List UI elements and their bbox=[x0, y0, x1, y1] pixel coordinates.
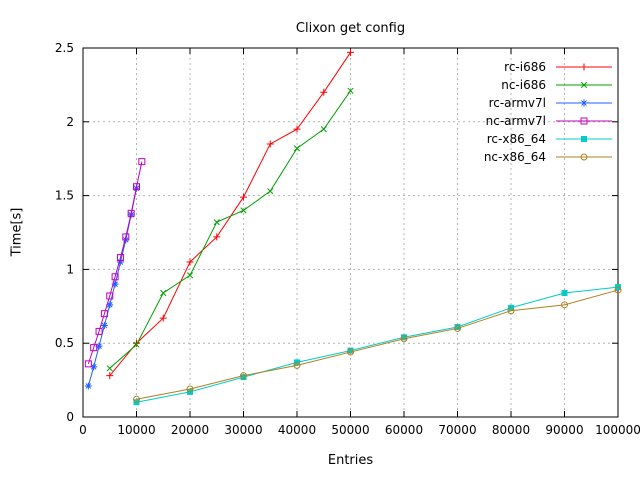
x-tick-label: 50000 bbox=[331, 423, 369, 437]
x-tick-label: 100000 bbox=[595, 423, 640, 437]
series-nc-i686 bbox=[106, 87, 354, 372]
x-tick-label: 10000 bbox=[117, 423, 155, 437]
y-tick-label: 1.5 bbox=[55, 189, 74, 203]
grid bbox=[83, 48, 618, 417]
y-tick-label: 0 bbox=[66, 410, 74, 424]
y-tick-label: 2 bbox=[66, 115, 74, 129]
legend-label: nc-x86_64 bbox=[484, 150, 546, 164]
x-tick-label: 60000 bbox=[385, 423, 423, 437]
x-tick-label: 30000 bbox=[224, 423, 262, 437]
legend-label: nc-i686 bbox=[501, 78, 546, 92]
y-tick-label: 1 bbox=[66, 262, 74, 276]
legend-label: nc-armv7l bbox=[486, 114, 546, 128]
x-tick-label: 90000 bbox=[545, 423, 583, 437]
x-axis-label: Entries bbox=[327, 453, 374, 468]
x-tick-label: 40000 bbox=[278, 423, 316, 437]
x-tick-label: 0 bbox=[79, 423, 87, 437]
x-tick-label: 20000 bbox=[171, 423, 209, 437]
y-tick-label: 2.5 bbox=[55, 41, 74, 55]
chart-title: Clixon get config bbox=[295, 21, 406, 36]
x-tick-label: 70000 bbox=[438, 423, 476, 437]
series-nc-armv7l bbox=[84, 158, 146, 368]
legend-label: rc-x86_64 bbox=[487, 132, 546, 146]
legend-label: rc-armv7l bbox=[489, 96, 546, 110]
series-nc-x86_64 bbox=[133, 286, 622, 403]
series-rc-i686 bbox=[106, 48, 354, 380]
series-rc-x86_64 bbox=[133, 284, 621, 406]
y-tick-label: 0.5 bbox=[55, 336, 74, 350]
axis-ticks bbox=[82, 47, 619, 418]
x-tick-label: 80000 bbox=[492, 423, 530, 437]
legend-label: rc-i686 bbox=[504, 60, 546, 74]
legend: rc-i686 nc-i686 rc-armv7l nc-armv7l rc-x86_6… bbox=[484, 60, 612, 164]
tick-labels: 0 10000 20000 30000 40000 50000 60000 70000 8000… bbox=[55, 41, 640, 437]
